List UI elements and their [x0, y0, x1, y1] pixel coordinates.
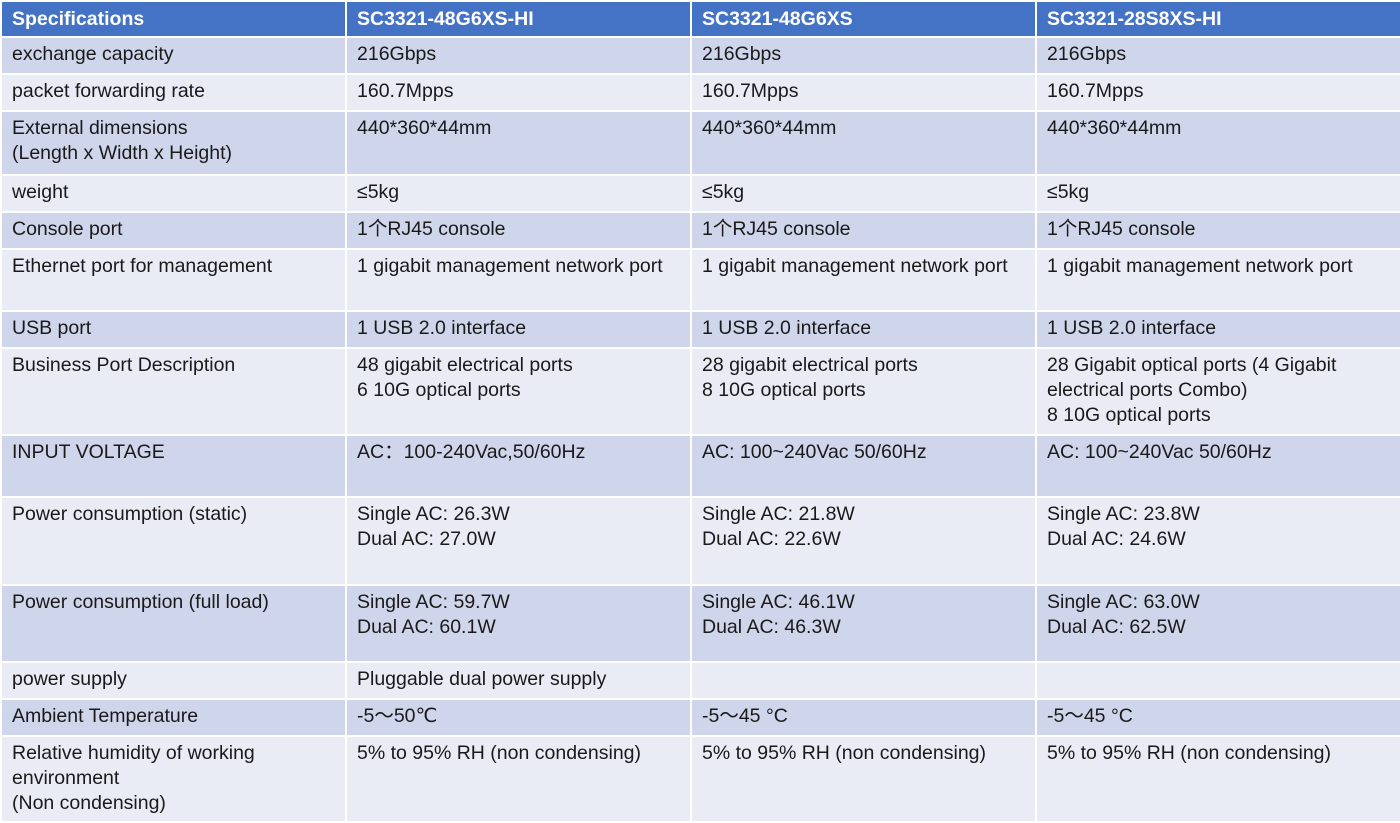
spec-value: 160.7Mpps	[1035, 73, 1400, 112]
spec-value: Single AC: 63.0W Dual AC: 62.5W	[1035, 584, 1400, 663]
spec-value: ≤5kg	[345, 174, 692, 213]
spec-label: exchange capacity	[0, 36, 347, 75]
table-row: weight ≤5kg ≤5kg ≤5kg	[0, 174, 1400, 213]
spec-value: 1 USB 2.0 interface	[690, 310, 1037, 349]
table-row: exchange capacity 216Gbps 216Gbps 216Gbp…	[0, 36, 1400, 75]
spec-value: 1 USB 2.0 interface	[1035, 310, 1400, 349]
spec-label: Business Port Description	[0, 347, 347, 436]
spec-value: 48 gigabit electrical ports 6 10G optica…	[345, 347, 692, 436]
spec-value: 440*360*44mm	[345, 110, 692, 176]
table-row: packet forwarding rate 160.7Mpps 160.7Mp…	[0, 73, 1400, 112]
spec-value: 1个RJ45 console	[345, 211, 692, 250]
spec-label: USB port	[0, 310, 347, 349]
header-cell-model-3: SC3321-28S8XS-HI	[1035, 0, 1400, 38]
spec-value: 1个RJ45 console	[690, 211, 1037, 250]
spec-value: 440*360*44mm	[690, 110, 1037, 176]
table-row: Business Port Description 48 gigabit ele…	[0, 347, 1400, 436]
spec-value	[690, 661, 1037, 700]
spec-value: 5% to 95% RH (non condensing)	[690, 735, 1037, 823]
spec-label: External dimensions (Length x Width x He…	[0, 110, 347, 176]
table-row: power supply Pluggable dual power supply	[0, 661, 1400, 700]
spec-value: Single AC: 59.7W Dual AC: 60.1W	[345, 584, 692, 663]
header-cell-model-2: SC3321-48G6XS	[690, 0, 1037, 38]
spec-label: Ambient Temperature	[0, 698, 347, 737]
spec-value: 1个RJ45 console	[1035, 211, 1400, 250]
spec-label: Relative humidity of working environment…	[0, 735, 347, 823]
spec-value: Single AC: 46.1W Dual AC: 46.3W	[690, 584, 1037, 663]
spec-value: ≤5kg	[690, 174, 1037, 213]
header-cell-model-1: SC3321-48G6XS-HI	[345, 0, 692, 38]
spec-value: -5～50℃	[345, 698, 692, 737]
spec-label: Power consumption (full load)	[0, 584, 347, 663]
spec-value: 5% to 95% RH (non condensing)	[345, 735, 692, 823]
spec-value: -5～45 °C	[1035, 698, 1400, 737]
spec-value: -5～45 °C	[690, 698, 1037, 737]
spec-value: AC: 100~240Vac 50/60Hz	[1035, 434, 1400, 498]
spec-value: 1 gigabit management network port	[690, 248, 1037, 312]
spec-value: 1 USB 2.0 interface	[345, 310, 692, 349]
table-row: INPUT VOLTAGE AC：100-240Vac,50/60Hz AC: …	[0, 434, 1400, 498]
table-row: External dimensions (Length x Width x He…	[0, 110, 1400, 176]
spec-value: 28 gigabit electrical ports 8 10G optica…	[690, 347, 1037, 436]
spec-value: 5% to 95% RH (non condensing)	[1035, 735, 1400, 823]
spec-value: 160.7Mpps	[345, 73, 692, 112]
spec-label: packet forwarding rate	[0, 73, 347, 112]
spec-label: power supply	[0, 661, 347, 700]
spec-value: Single AC: 21.8W Dual AC: 22.6W	[690, 496, 1037, 586]
spec-value: 216Gbps	[1035, 36, 1400, 75]
table-row: Ethernet port for management 1 gigabit m…	[0, 248, 1400, 312]
spec-value: AC：100-240Vac,50/60Hz	[345, 434, 692, 498]
spec-value	[1035, 661, 1400, 700]
table-row: USB port 1 USB 2.0 interface 1 USB 2.0 i…	[0, 310, 1400, 349]
spec-value: 1 gigabit management network port	[1035, 248, 1400, 312]
table-row: Console port 1个RJ45 console 1个RJ45 conso…	[0, 211, 1400, 250]
spec-value: Pluggable dual power supply	[345, 661, 692, 700]
spec-label: INPUT VOLTAGE	[0, 434, 347, 498]
spec-value: AC: 100~240Vac 50/60Hz	[690, 434, 1037, 498]
table-row: Ambient Temperature -5～50℃ -5～45 °C -5～4…	[0, 698, 1400, 737]
spec-value: 440*360*44mm	[1035, 110, 1400, 176]
table-row: Power consumption (full load) Single AC:…	[0, 584, 1400, 663]
spec-label: weight	[0, 174, 347, 213]
spec-label: Ethernet port for management	[0, 248, 347, 312]
header-cell-specifications: Specifications	[0, 0, 347, 38]
spec-value: 28 Gigabit optical ports (4 Gigabit elec…	[1035, 347, 1400, 436]
spec-value: 160.7Mpps	[690, 73, 1037, 112]
spec-value: Single AC: 23.8W Dual AC: 24.6W	[1035, 496, 1400, 586]
table-row: Power consumption (static) Single AC: 26…	[0, 496, 1400, 586]
spec-value: 216Gbps	[345, 36, 692, 75]
spec-value: 216Gbps	[690, 36, 1037, 75]
table-row: Relative humidity of working environment…	[0, 735, 1400, 823]
spec-value: ≤5kg	[1035, 174, 1400, 213]
header-row: Specifications SC3321-48G6XS-HI SC3321-4…	[0, 0, 1400, 38]
spec-value: Single AC: 26.3W Dual AC: 27.0W	[345, 496, 692, 586]
spec-label: Power consumption (static)	[0, 496, 347, 586]
spec-value: 1 gigabit management network port	[345, 248, 692, 312]
spec-label: Console port	[0, 211, 347, 250]
